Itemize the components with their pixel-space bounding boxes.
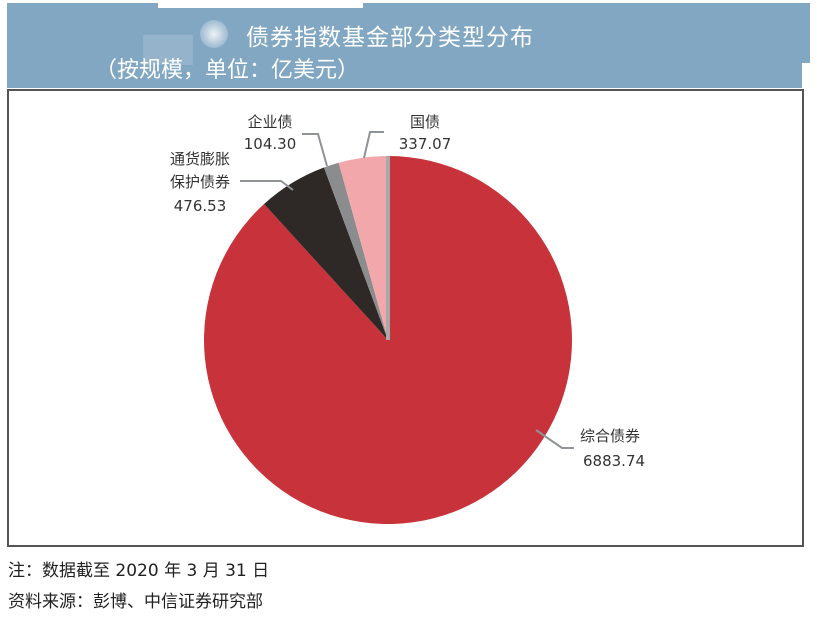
leader-corp bbox=[302, 133, 328, 167]
label-tips-line2: 保护债券 bbox=[169, 173, 230, 191]
banner-decoration-circle bbox=[200, 20, 228, 48]
footnote-date: 注：数据截至 2020 年 3 月 31 日 bbox=[8, 561, 270, 581]
label-gov-value: 337.07 bbox=[398, 135, 452, 153]
leader-zonghe bbox=[535, 429, 574, 449]
label-gov-name: 国债 bbox=[409, 113, 440, 131]
pie-slice bbox=[264, 167, 388, 340]
leader-gov bbox=[363, 131, 384, 159]
label-tips-line1: 通货膨胀 bbox=[169, 150, 230, 168]
label-zonghe-name: 综合债券 bbox=[580, 427, 641, 445]
label-corp-name: 企业债 bbox=[247, 113, 293, 131]
pie-slice bbox=[338, 156, 388, 340]
leader-lines bbox=[240, 131, 574, 449]
chart-title-wrap: 债券指数基金部分类型分布 bbox=[246, 14, 574, 50]
subtitle-banner bbox=[7, 58, 802, 88]
leader-tips bbox=[240, 180, 294, 191]
banner-decoration bbox=[143, 35, 193, 65]
pie-slices bbox=[204, 156, 572, 525]
label-zonghe-value: 6883.74 bbox=[583, 452, 646, 470]
pie-slice bbox=[323, 162, 388, 340]
chart-title: 债券指数基金部分类型分布 bbox=[246, 25, 534, 50]
banner-gap bbox=[158, 0, 363, 8]
label-corp-value: 104.30 bbox=[243, 135, 297, 153]
label-tips-value: 476.53 bbox=[173, 197, 227, 215]
footnote-source: 资料来源：彭博、中信证券研究部 bbox=[8, 592, 263, 612]
pie-slice bbox=[204, 156, 572, 525]
title-banner bbox=[7, 3, 810, 63]
chart-subtitle: （按规模，单位：亿美元） bbox=[95, 58, 360, 83]
